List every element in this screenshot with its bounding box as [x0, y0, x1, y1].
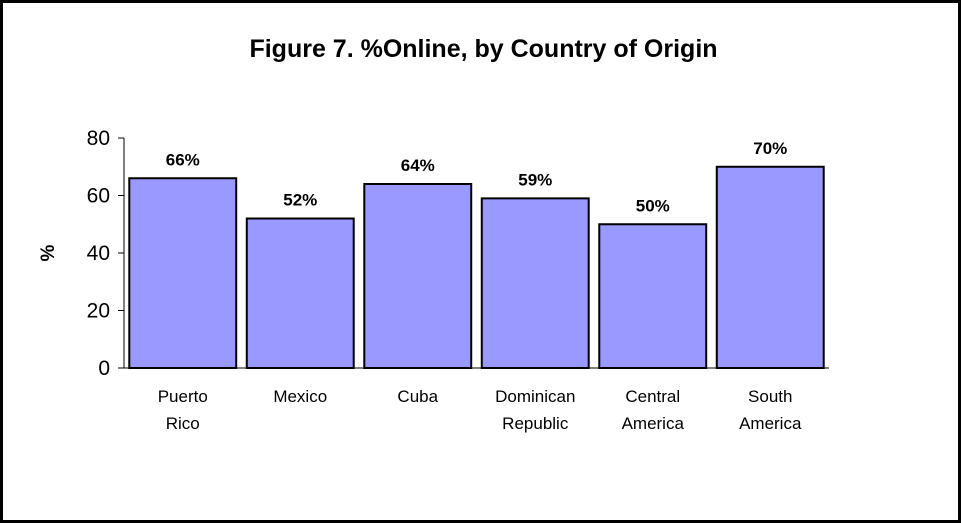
- data-label: 59%: [518, 170, 552, 189]
- x-category-label: Mexico: [273, 387, 327, 406]
- y-tick-label: 60: [87, 185, 110, 208]
- bar: [715, 165, 825, 369]
- data-label: 52%: [283, 191, 317, 210]
- bar: [598, 223, 708, 369]
- y-tick-label: 40: [87, 242, 110, 265]
- y-tick-label: 0: [98, 357, 110, 380]
- data-label: 50%: [636, 196, 670, 215]
- data-label: 64%: [401, 156, 435, 175]
- y-tick-label: 20: [87, 300, 110, 323]
- data-label: 66%: [166, 150, 200, 169]
- x-category-label: Rico: [166, 414, 200, 433]
- y-tick-label: 80: [87, 127, 110, 150]
- x-category-label: South: [748, 387, 792, 406]
- bar: [245, 217, 355, 369]
- x-category-label: America: [622, 414, 685, 433]
- x-category-label: Republic: [502, 414, 569, 433]
- chart-title: Figure 7. %Online, by Country of Origin: [249, 35, 718, 63]
- bar: [363, 183, 473, 369]
- x-category-label: America: [739, 414, 802, 433]
- data-label: 70%: [753, 139, 787, 158]
- x-category-label: Puerto: [158, 387, 208, 406]
- x-category-label: Dominican: [495, 387, 575, 406]
- x-category-label: Central: [625, 387, 680, 406]
- y-axis-title: %: [38, 244, 59, 261]
- bar: [480, 197, 590, 369]
- bar: [128, 177, 238, 369]
- x-category-label: Cuba: [397, 387, 438, 406]
